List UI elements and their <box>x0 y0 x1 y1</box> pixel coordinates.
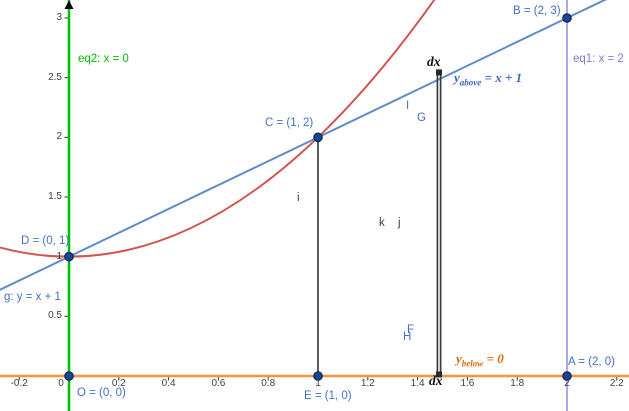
x-tick-label: 0.2 <box>111 378 126 389</box>
label-i[interactable]: i <box>297 192 300 204</box>
x-tick-label: 0.6 <box>211 378 226 389</box>
label-point-O[interactable]: O = (0, 0) <box>77 387 126 399</box>
x-tick-label: 1.4 <box>410 378 425 389</box>
y-axis-arrow <box>64 0 74 9</box>
x-tick-label: 2 <box>564 378 570 389</box>
y-above-var: y <box>454 70 460 85</box>
label-H[interactable]: H <box>403 331 412 343</box>
point-C[interactable] <box>313 132 323 143</box>
label-eq2[interactable]: eq2: x = 0 <box>78 53 129 65</box>
x-tick-label: 1.6 <box>460 378 475 389</box>
label-point-B[interactable]: B = (2, 3) <box>513 5 561 17</box>
point-D[interactable] <box>64 251 74 262</box>
y-above-sub: above <box>459 77 482 88</box>
label-eq1[interactable]: eq1: x = 2 <box>573 53 624 65</box>
dx-strip-top-marker[interactable] <box>436 69 443 76</box>
label-dx-top[interactable]: dx <box>427 54 441 69</box>
x-tick-label: 0 <box>58 378 64 389</box>
y-above-rest: = x + 1 <box>481 70 523 85</box>
label-G[interactable]: G <box>417 112 426 124</box>
point-O[interactable] <box>64 371 74 381</box>
label-point-C[interactable]: C = (1, 2) <box>265 117 314 129</box>
y-below-sub: below <box>461 358 484 369</box>
label-k[interactable]: k <box>379 217 385 229</box>
label-I[interactable]: I <box>406 100 410 112</box>
dx-strip-bottom-marker[interactable] <box>436 371 443 378</box>
y-tick-label: 2 <box>56 131 62 143</box>
label-j[interactable]: j <box>398 217 401 229</box>
y-below-rest: = 0 <box>483 351 504 366</box>
point-B[interactable] <box>562 13 572 23</box>
label-y-below[interactable]: ybelow = 0 <box>456 351 504 372</box>
label-y-above[interactable]: yabove = x + 1 <box>454 70 522 91</box>
point-A[interactable] <box>562 371 572 381</box>
y-below-var: y <box>456 351 462 366</box>
y-tick-label: 1.5 <box>48 191 62 202</box>
x-tick-label: 0.8 <box>261 378 276 389</box>
line-g[interactable] <box>0 0 629 292</box>
label-point-A[interactable]: A = (2, 0) <box>568 356 615 368</box>
label-point-D[interactable]: D = (0, 1) <box>21 235 70 247</box>
label-line-g[interactable]: g: y = x + 1 <box>4 291 61 303</box>
x-tick-label: 1.2 <box>360 378 375 389</box>
x-tick-label: 1.8 <box>510 378 525 389</box>
y-tick-label: 3 <box>56 12 62 23</box>
y-tick-label: 2.5 <box>48 71 62 83</box>
parabola-curve[interactable] <box>0 0 436 258</box>
label-point-E[interactable]: E = (1, 0) <box>304 390 352 402</box>
y-tick-label: 1 <box>56 250 62 262</box>
x-tick-label: 1 <box>315 378 321 389</box>
point-E[interactable] <box>313 371 323 381</box>
label-F[interactable]: F <box>407 324 415 336</box>
x-tick-label: 2.2 <box>609 378 624 389</box>
y-tick-label: 0.5 <box>48 310 62 322</box>
label-dx-bottom[interactable]: dx <box>429 373 443 388</box>
x-tick-label: -0.2 <box>10 378 28 389</box>
x-tick-label: 0.4 <box>161 378 176 389</box>
